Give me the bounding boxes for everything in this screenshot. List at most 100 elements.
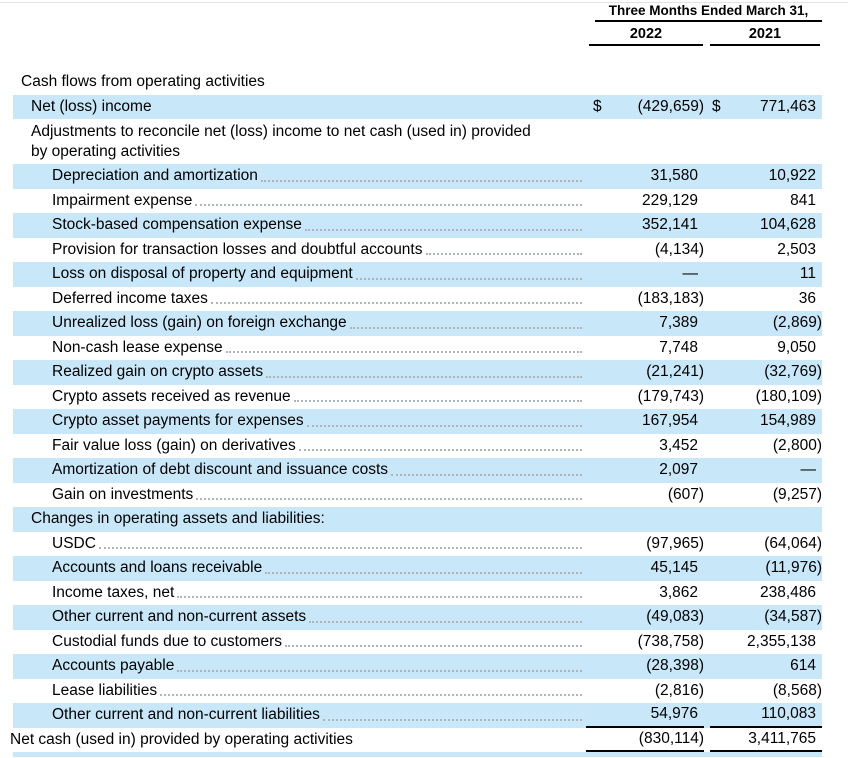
value-2021: 2,503 bbox=[710, 238, 822, 263]
table-row: Impairment expense 229,129 841 bbox=[0, 189, 848, 214]
cell-value: 238,486 bbox=[759, 583, 816, 601]
dot-leader bbox=[160, 694, 582, 696]
cell-value: 11 bbox=[799, 265, 816, 283]
value-2022: 2,097 bbox=[586, 458, 704, 483]
value-2021: (8,568) bbox=[710, 679, 822, 704]
cell-value: (183,183) bbox=[637, 289, 704, 307]
value-2022: 7,389 bbox=[586, 311, 704, 336]
value-2021: (32,769) bbox=[710, 360, 822, 385]
value-2022: (4,134) bbox=[586, 238, 704, 263]
value-2022: (97,965) bbox=[586, 532, 704, 557]
cell-value: 614 bbox=[790, 657, 816, 675]
value-2021 bbox=[710, 122, 822, 164]
cell-value: 352,141 bbox=[641, 216, 698, 234]
cell-value: (179,743) bbox=[637, 387, 704, 405]
value-2022: (49,083) bbox=[586, 605, 704, 630]
value-2022: 7,748 bbox=[586, 336, 704, 361]
table-row: Depreciation and amortization 31,580 10,92… bbox=[0, 164, 848, 189]
cell-value: 54,976 bbox=[650, 705, 698, 723]
cell-value: (97,965) bbox=[646, 534, 704, 552]
value-2021 bbox=[710, 507, 822, 532]
table-row: Other current and non-current assets (49,… bbox=[0, 605, 848, 630]
cell-value: (28,398) bbox=[646, 657, 704, 675]
value-2022: 31,580 bbox=[586, 164, 704, 189]
table-row: USDC (97,965) (64,064) bbox=[0, 532, 848, 557]
row-label: Adjustments to reconcile net (loss) inco… bbox=[31, 123, 531, 160]
cell-value: 3,411,765 bbox=[748, 729, 816, 747]
table-row: Lease liabilities (2,816) (8,568) bbox=[0, 679, 848, 704]
cell-value: 2,097 bbox=[659, 461, 698, 479]
value-2021: 154,989 bbox=[710, 409, 822, 434]
table-row: Accounts payable (28,398) 614 bbox=[0, 654, 848, 679]
dot-leader bbox=[285, 645, 582, 647]
cell-value: (64,064) bbox=[764, 534, 822, 552]
value-2021: (2,800) bbox=[710, 434, 822, 459]
table-row: Provision for transaction losses and dou… bbox=[0, 238, 848, 263]
dot-leader bbox=[260, 179, 582, 182]
dot-leader bbox=[355, 277, 582, 280]
dot-leader bbox=[293, 400, 582, 402]
dot-leader bbox=[210, 302, 582, 304]
row-label: Custodial funds due to customers bbox=[52, 632, 283, 650]
row-label: Provision for transaction losses and dou… bbox=[52, 240, 423, 258]
row-label: Loss on disposal of property and equipme… bbox=[52, 265, 353, 283]
cell-value: (607) bbox=[667, 485, 704, 503]
dollar-sign: $ bbox=[593, 97, 602, 115]
cell-value: 2,503 bbox=[777, 240, 816, 258]
value-2021: 11 bbox=[710, 262, 822, 287]
dot-leader bbox=[98, 547, 582, 549]
value-2021: — bbox=[710, 458, 822, 483]
row-label: Cash flows from operating activities bbox=[21, 73, 265, 91]
value-2021: (34,587) bbox=[710, 605, 822, 630]
table-row: Loss on disposal of property and equipme… bbox=[0, 262, 848, 287]
dot-leader bbox=[304, 228, 582, 231]
dot-leader bbox=[349, 326, 582, 329]
dot-leader bbox=[298, 449, 582, 451]
value-2021: 36 bbox=[710, 287, 822, 312]
dot-leader bbox=[322, 718, 582, 721]
dot-leader bbox=[266, 375, 582, 378]
cell-value: 7,748 bbox=[659, 338, 698, 356]
col-2021-underline bbox=[710, 44, 820, 46]
value-2022: $ (429,659) bbox=[586, 95, 704, 120]
row-label: Gain on investments bbox=[52, 485, 194, 503]
value-2021: 10,922 bbox=[710, 164, 822, 189]
dot-leader bbox=[391, 473, 582, 476]
value-2021 bbox=[710, 70, 822, 95]
value-2021: 9,050 bbox=[710, 336, 822, 361]
table-row: Net cash (used in) provided by operating… bbox=[0, 728, 848, 752]
dot-leader bbox=[177, 596, 582, 598]
value-2022: 3,452 bbox=[586, 434, 704, 459]
table-row: Net (loss) income $ (429,659) $771,463 bbox=[0, 94, 848, 120]
row-label: Stock-based compensation expense bbox=[52, 216, 302, 234]
row-label: Income taxes, net bbox=[52, 583, 175, 601]
cell-value: 3,452 bbox=[659, 436, 698, 454]
row-label: Fair value loss (gain) on derivatives bbox=[52, 436, 296, 454]
value-2022: 167,954 bbox=[586, 409, 704, 434]
table-row: Cash flows from operating activities bbox=[0, 70, 848, 95]
cell-value: 9,050 bbox=[777, 338, 816, 356]
cell-value: 229,129 bbox=[641, 191, 698, 209]
value-2022: 3,862 bbox=[586, 581, 704, 606]
value-2022: 229,129 bbox=[586, 189, 704, 214]
value-2021: 110,083 bbox=[710, 703, 822, 728]
cell-value: (2,800) bbox=[772, 436, 822, 454]
row-label: Other current and non-current liabilitie… bbox=[52, 706, 320, 724]
dot-leader bbox=[306, 424, 582, 427]
cell-value: 110,083 bbox=[761, 705, 816, 723]
cell-value: (9,257) bbox=[772, 485, 822, 503]
row-label: USDC bbox=[52, 534, 96, 552]
table-row: Unrealized loss (gain) on foreign exchan… bbox=[0, 311, 848, 336]
value-2022: (607) bbox=[586, 483, 704, 508]
value-2022: (183,183) bbox=[586, 287, 704, 312]
row-label: Accounts and loans receivable bbox=[52, 559, 263, 577]
col-header-2022: 2022 bbox=[629, 26, 663, 42]
cell-value: 167,954 bbox=[641, 412, 698, 430]
value-2022: 352,141 bbox=[586, 213, 704, 238]
row-label: Lease liabilities bbox=[52, 681, 158, 699]
value-2022: (2,816) bbox=[586, 679, 704, 704]
value-2021: 614 bbox=[710, 654, 822, 679]
cell-value: (2,816) bbox=[654, 681, 704, 699]
row-label: Realized gain on crypto assets bbox=[52, 363, 264, 381]
